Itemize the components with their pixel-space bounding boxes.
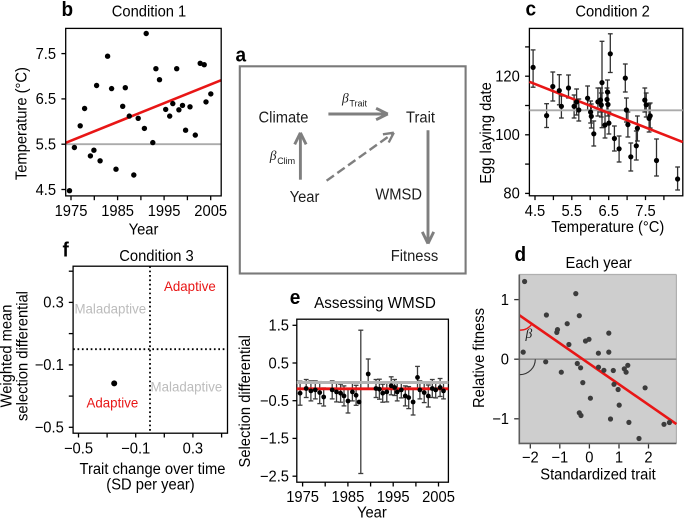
- svg-text:0.3: 0.3: [43, 295, 64, 312]
- svg-text:Year: Year: [357, 504, 387, 519]
- svg-text:Condition 1: Condition 1: [112, 4, 187, 21]
- svg-text:−0.1: −0.1: [35, 357, 64, 374]
- svg-text:Fitness: Fitness: [391, 248, 439, 265]
- svg-text:4.5: 4.5: [525, 203, 546, 220]
- svg-text:0: 0: [501, 352, 510, 369]
- svg-text:6.5: 6.5: [598, 203, 619, 220]
- svg-text:Clim: Clim: [277, 156, 295, 166]
- svg-text:100: 100: [495, 127, 520, 144]
- svg-text:Temperature (°C): Temperature (°C): [551, 219, 664, 236]
- svg-text:7.5: 7.5: [36, 46, 57, 63]
- svg-text:120: 120: [495, 69, 520, 86]
- svg-text:Year: Year: [129, 221, 159, 238]
- svg-text:Climate: Climate: [259, 109, 309, 126]
- svg-text:Year: Year: [290, 189, 320, 206]
- svg-text:Standardized trait: Standardized trait: [540, 466, 656, 483]
- svg-text:6.5: 6.5: [36, 91, 57, 108]
- svg-text:1995: 1995: [377, 489, 410, 506]
- svg-text:Maladaptive: Maladaptive: [74, 301, 146, 317]
- svg-text:7.5: 7.5: [635, 203, 656, 220]
- svg-text:β: β: [525, 326, 533, 341]
- svg-text:a: a: [236, 45, 247, 67]
- svg-text:1.5: 1.5: [269, 318, 290, 335]
- svg-text:Weighted mean: Weighted mean: [0, 305, 16, 408]
- svg-text:−1: −1: [551, 449, 568, 466]
- svg-text:Egg laying date: Egg laying date: [478, 82, 495, 184]
- svg-text:β: β: [269, 148, 277, 163]
- svg-text:−0.5: −0.5: [260, 393, 289, 410]
- svg-text:1: 1: [615, 449, 623, 466]
- svg-text:0.5: 0.5: [269, 355, 290, 372]
- svg-text:Temperature (°C): Temperature (°C): [14, 67, 31, 180]
- svg-text:1: 1: [501, 292, 509, 309]
- svg-text:d: d: [515, 244, 527, 266]
- svg-text:1975: 1975: [286, 489, 319, 506]
- svg-text:−0.1: −0.1: [121, 440, 150, 457]
- svg-text:selection differential: selection differential: [15, 291, 32, 421]
- svg-text:Each year: Each year: [566, 255, 632, 272]
- svg-text:1995: 1995: [148, 203, 181, 220]
- svg-text:f: f: [63, 239, 70, 261]
- svg-text:Trait: Trait: [406, 109, 436, 126]
- svg-text:−1.5: −1.5: [260, 431, 289, 448]
- svg-text:b: b: [62, 0, 74, 21]
- svg-text:80: 80: [503, 186, 520, 203]
- svg-text:5.5: 5.5: [562, 203, 583, 220]
- svg-text:2005: 2005: [194, 203, 227, 220]
- svg-text:Adaptive: Adaptive: [164, 278, 216, 294]
- svg-text:c: c: [526, 0, 537, 21]
- svg-text:Assessing WMSD: Assessing WMSD: [314, 295, 436, 312]
- svg-text:e: e: [290, 287, 301, 309]
- svg-text:0.3: 0.3: [183, 440, 204, 457]
- svg-text:1985: 1985: [101, 203, 134, 220]
- svg-text:2: 2: [644, 449, 652, 466]
- svg-text:2005: 2005: [422, 489, 455, 506]
- svg-text:−2: −2: [522, 449, 539, 466]
- svg-text:1985: 1985: [332, 489, 365, 506]
- svg-text:4.5: 4.5: [36, 182, 57, 199]
- svg-text:Selection differential: Selection differential: [237, 335, 254, 467]
- svg-text:WMSD: WMSD: [375, 187, 422, 204]
- svg-text:0: 0: [585, 449, 594, 466]
- svg-text:Trait: Trait: [349, 99, 367, 109]
- svg-text:5.5: 5.5: [36, 137, 57, 154]
- svg-text:Condition 2: Condition 2: [575, 4, 650, 21]
- svg-text:β: β: [341, 90, 349, 105]
- svg-text:Maladaptive: Maladaptive: [151, 378, 223, 394]
- svg-text:−1: −1: [492, 411, 509, 428]
- svg-text:1975: 1975: [55, 203, 88, 220]
- svg-text:(SD per year): (SD per year): [106, 477, 194, 494]
- svg-text:Relative fitness: Relative fitness: [471, 308, 488, 408]
- svg-text:Adaptive: Adaptive: [87, 395, 139, 411]
- svg-text:Condition 3: Condition 3: [119, 248, 194, 265]
- svg-text:−0.5: −0.5: [35, 420, 64, 437]
- svg-text:−0.5: −0.5: [64, 440, 93, 457]
- svg-text:Trait change over time: Trait change over time: [80, 461, 226, 478]
- svg-text:−2.5: −2.5: [260, 469, 289, 486]
